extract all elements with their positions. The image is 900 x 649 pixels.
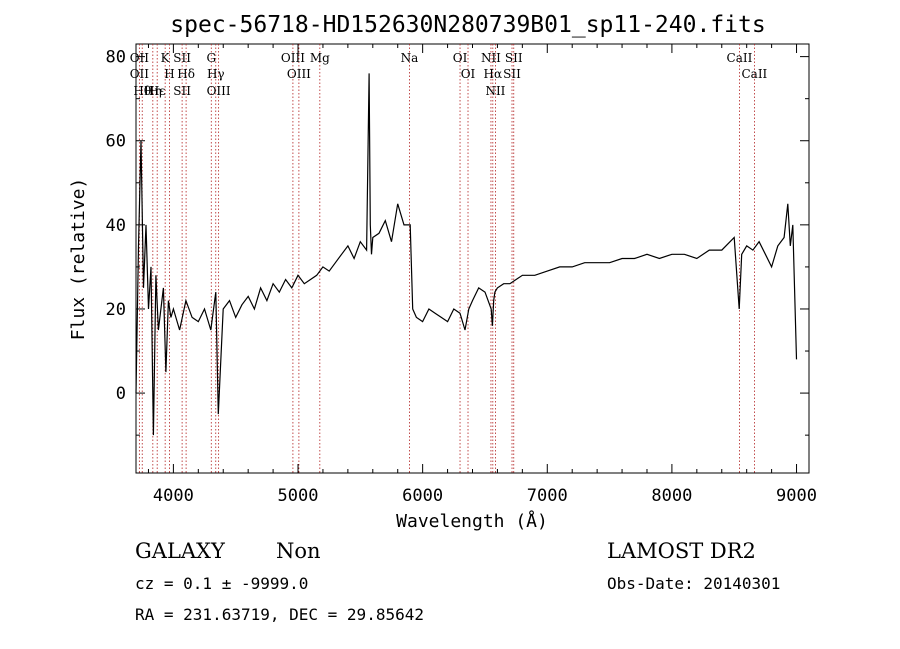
reference-line-label: OI [453,51,468,65]
y-axis-ticks: 0 20 40 60 80 [106,48,809,436]
reference-line-label: SII [173,84,191,98]
y-axis-label: Flux (relative) [68,178,89,341]
reference-line-label: Na [401,51,419,65]
chart-title: spec-56718-HD152630N280739B01_sp11-240.f… [170,12,765,38]
subclass-label: Non [276,539,321,563]
reference-line-label: Hγ [207,67,225,81]
reference-line-label: G [206,51,216,65]
reference-lines [138,44,755,473]
y-tick-label: 0 [116,384,126,404]
x-tick-label: 4000 [153,486,194,506]
y-tick-label: 80 [106,48,126,68]
reference-line-label: Hθ [133,84,151,98]
redshift-text: cz = 0.1 ± -9999.0 [135,574,308,593]
x-tick-label: 7000 [527,486,568,506]
reference-line-label: OIII [207,84,231,98]
reference-line-label: OI [461,67,476,81]
reference-line-label: Hα [484,67,503,81]
x-tick-label: 9000 [776,486,817,506]
reference-line-label: OIII [281,51,305,65]
reference-line-label: SII [503,67,521,81]
survey-label: LAMOST DR2 [607,539,756,563]
class-label: GALAXY [135,539,226,563]
y-tick-label: 60 [106,132,126,152]
reference-line-label: K [161,51,171,65]
reference-line-label: CaII [741,67,767,81]
reference-line-label: OII [130,67,150,81]
spectrum-line [135,73,798,436]
x-axis-label: Wavelength (Å) [396,510,548,532]
x-axis-ticks: 4000 5000 6000 7000 8000 9000 [147,44,817,506]
y-tick-label: 40 [106,216,126,236]
reference-line-label: NII [485,84,505,98]
reference-line-label: SII [173,51,191,65]
reference-line-label: OIII [287,67,311,81]
x-tick-label: 5000 [278,486,319,506]
y-tick-label: 20 [106,300,126,320]
obs-date-text: Obs-Date: 20140301 [607,574,780,593]
radec-text: RA = 231.63719, DEC = 29.85642 [135,605,424,624]
reference-line-label: H [164,67,174,81]
reference-line-label: Mg [310,51,330,65]
reference-line-label: Hε [149,84,166,98]
reference-line-label: OII [130,51,150,65]
reference-line-label: NII [481,51,501,65]
reference-line-label: SII [505,51,523,65]
x-tick-label: 8000 [651,486,692,506]
reference-line-label: Hη [144,84,162,98]
plot-frame [135,43,810,474]
x-tick-label: 6000 [402,486,443,506]
reference-line-label: CaII [727,51,753,65]
reference-line-label: Hδ [177,67,195,81]
